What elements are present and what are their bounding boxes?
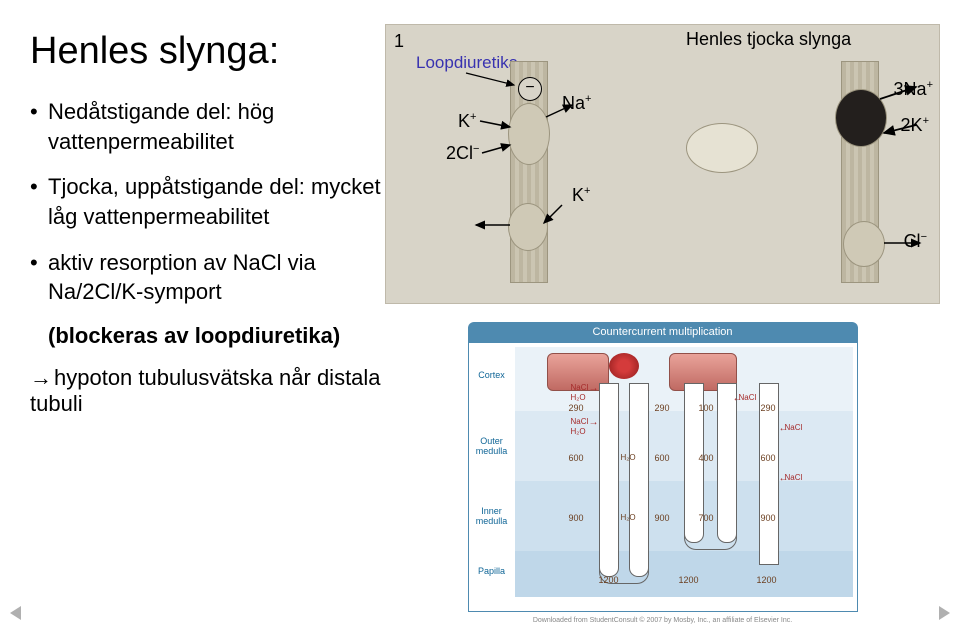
arrow-text: hypoton tubulusvätska når distala tubuli [30, 365, 381, 416]
figure-column: 1 Loopdiuretika Henles tjocka slynga − [385, 20, 940, 612]
nacl-1: NaCl [571, 383, 589, 392]
num-600-c: 600 [761, 453, 776, 463]
descending-limb-1 [599, 383, 619, 577]
ascending-limb-2 [717, 383, 737, 543]
diagram-arrows [386, 25, 941, 305]
figure-header: Countercurrent multiplication [468, 322, 858, 342]
figure-credit: Downloaded from StudentConsult © 2007 by… [468, 617, 858, 624]
num-400: 400 [699, 453, 714, 463]
bullet-list: Nedåtstigande del: hög vattenpermeabilit… [30, 97, 385, 307]
num-290-a: 290 [569, 403, 584, 413]
num-h2o-a: H₂O [621, 453, 636, 462]
num-h2o-b: H₂O [621, 513, 636, 522]
slide-title: Henles slynga: [30, 30, 385, 73]
next-slide-icon[interactable] [939, 606, 950, 620]
num-290-b: 290 [655, 403, 670, 413]
h2o-2: H₂O [571, 427, 586, 436]
nacl-2: NaCl [571, 417, 589, 426]
bullet-3: aktiv resorption av NaCl via Na/2Cl/K-sy… [30, 248, 385, 307]
blockeras-line: (blockeras av loopdiuretika) [48, 323, 385, 349]
content-row: Henles slynga: Nedåtstigande del: hög va… [30, 20, 930, 612]
glomerulus [609, 353, 639, 379]
label-cortex: Cortex [471, 371, 513, 381]
num-1200-b: 1200 [679, 575, 699, 585]
num-100: 100 [699, 403, 714, 413]
num-900-b: 900 [655, 513, 670, 523]
slide: Henles slynga: Nedåtstigande del: hög va… [0, 0, 960, 632]
ascending-limb-1 [629, 383, 649, 577]
label-papilla: Papilla [471, 567, 513, 577]
num-900-c: 900 [761, 513, 776, 523]
layer-papilla [515, 551, 853, 597]
loop-bend-2 [684, 533, 737, 550]
bullet-2: Tjocka, uppåtstigande del: mycket låg va… [30, 172, 385, 231]
blockeras-text: (blockeras av loopdiuretika) [48, 323, 340, 348]
prev-slide-icon[interactable] [10, 606, 21, 620]
h2o-1: H₂O [571, 393, 586, 402]
num-700: 700 [699, 513, 714, 523]
label-inner: Inner medulla [471, 507, 513, 527]
membrane-diagram: 1 Loopdiuretika Henles tjocka slynga − [385, 24, 940, 304]
arrow-nacl-5: ← [779, 473, 789, 484]
num-1200-a: 1200 [599, 575, 619, 585]
bullet-1: Nedåtstigande del: hög vattenpermeabilit… [30, 97, 385, 156]
arrow-nacl-3: ← [733, 393, 743, 404]
num-600-a: 600 [569, 453, 584, 463]
num-900-a: 900 [569, 513, 584, 523]
text-column: Henles slynga: Nedåtstigande del: hög va… [30, 20, 385, 612]
num-290-c: 290 [761, 403, 776, 413]
num-600-b: 600 [655, 453, 670, 463]
label-outer: Outer medulla [471, 437, 513, 457]
num-1200-c: 1200 [757, 575, 777, 585]
arrow-nacl-2: → [589, 417, 599, 428]
countercurrent-figure: Countercurrent multiplication Cortex Out… [468, 322, 858, 612]
arrow-nacl-1: → [589, 383, 599, 394]
arrow-conclusion: →hypoton tubulusvätska når distala tubul… [30, 365, 385, 417]
figure-body: Cortex Outer medulla Inner medulla Papil… [468, 342, 858, 612]
right-arrow-icon: → [30, 365, 52, 390]
arrow-nacl-4: ← [779, 423, 789, 434]
